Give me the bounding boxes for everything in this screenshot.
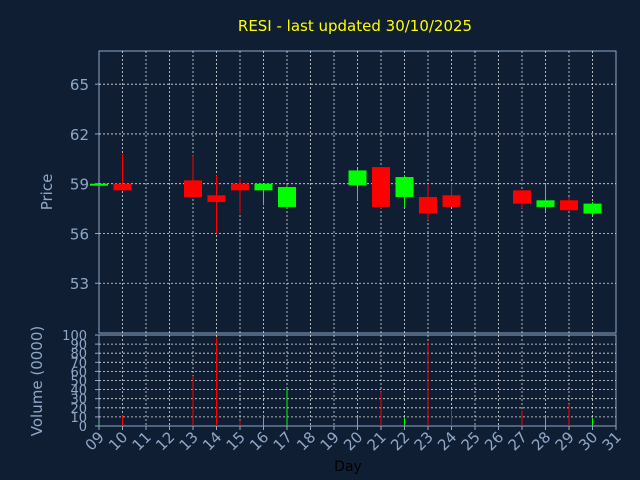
day-axis-label: Day — [334, 459, 362, 475]
candle-body — [278, 187, 296, 207]
candle-body — [536, 200, 555, 207]
volume-tick-label: 10 — [70, 411, 87, 426]
volume-tick-label: 80 — [70, 347, 87, 362]
volume-tick-label: 20 — [70, 402, 87, 417]
price-tick-label: 56 — [70, 225, 89, 243]
volume-tick-label: 70 — [70, 356, 87, 371]
price-axis-ticks: 53 56 59 62 65 — [70, 76, 99, 293]
volume-tick-label: 30 — [70, 393, 87, 408]
price-tick-label: 65 — [70, 76, 89, 94]
candle-body — [372, 167, 390, 207]
candle-body — [254, 183, 273, 191]
volume-bars — [98, 337, 593, 426]
candle-body — [184, 180, 202, 197]
volume-tick-label: 40 — [70, 384, 87, 399]
candle-body — [442, 195, 461, 207]
volume-tick-label: 50 — [70, 375, 87, 390]
candle-body — [231, 183, 249, 191]
candle-body — [348, 170, 367, 186]
price-tick-label: 53 — [70, 275, 89, 293]
candle-body — [513, 190, 531, 204]
price-tick-label: 62 — [70, 126, 89, 144]
candle-body — [395, 177, 414, 197]
candle-body — [419, 196, 437, 214]
price-axis-label: Price — [38, 174, 56, 211]
volume-tick-label: 60 — [70, 365, 87, 380]
candle-body — [560, 200, 578, 211]
volume-axis-label: Volume (0000) — [28, 326, 46, 436]
volume-tick-label: 90 — [70, 338, 87, 353]
candle-body — [90, 183, 108, 186]
day-axis-ticks: 0910111213141516171819202122232425262728… — [82, 426, 625, 454]
candle-body — [207, 195, 226, 202]
volume-tick-label: 100 — [62, 329, 87, 344]
price-candles — [90, 153, 602, 234]
candle-body — [113, 183, 132, 191]
chart-title: RESI - last updated 30/10/2025 — [238, 17, 472, 35]
volume-tick-label: 0 — [79, 420, 87, 435]
candle-body — [583, 203, 602, 214]
price-tick-label: 59 — [70, 176, 89, 194]
